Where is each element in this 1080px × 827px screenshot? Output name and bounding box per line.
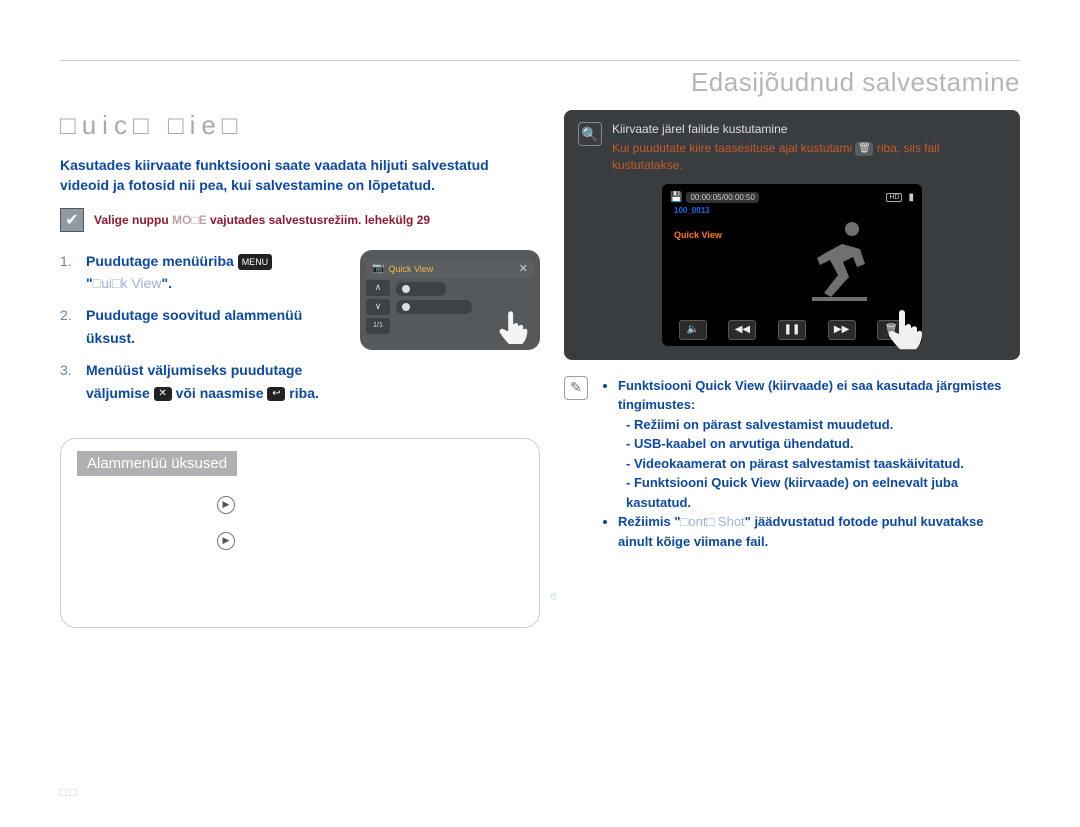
step-3: 3. Menüüst väljumiseks puudutage väljumi… — [60, 359, 350, 404]
down-button: ∨ — [366, 299, 390, 315]
play-circle-icon: ▶ — [217, 496, 235, 514]
submenu-card: Alammenüü üksused ▶ ▶ — [60, 438, 540, 628]
submenu-play-icons: ▶ ▶ — [217, 496, 523, 550]
player-top-bar: 💾 00:00:05/00:00:50 HD ▮ — [670, 190, 914, 206]
rewind-button: ◀◀ — [728, 320, 756, 340]
option-row-2 — [396, 300, 472, 314]
right-column: 🔍 Kiirvaate järel failide kustutamine Ku… — [564, 110, 1020, 628]
pause-button: ❚❚ — [778, 320, 806, 340]
step3-c: riba. — [285, 385, 318, 401]
intro-text: Kasutades kiirvaate funktsiooni saate va… — [60, 155, 540, 196]
step-num: 1. — [60, 250, 78, 295]
storage-icon: 💾 — [670, 192, 682, 203]
checkmark-icon: ✔ — [60, 208, 84, 232]
trash-icon: 🗑 — [855, 142, 873, 156]
note-bullet-2: Režiimis "□ont□ Shot" jäädvustatud fotod… — [618, 512, 1020, 551]
note-dash-item: Režiimi on pärast salvestamist muudetud. — [626, 415, 1020, 435]
close-icon: ✕ — [154, 387, 172, 401]
page-number: □□ — [60, 785, 79, 799]
dark-sub-a: Kui puudutate kiire taasesituse ajal kus… — [612, 141, 852, 155]
scroll-indicator: 1/1 — [366, 318, 390, 334]
close-icon: ✕ — [519, 262, 528, 275]
left-column: □uic□ □ie□ Kasutades kiirvaate funktsioo… — [60, 110, 540, 628]
section-title: □uic□ □ie□ — [60, 110, 540, 141]
dark-subtext: Kui puudutate kiire taasesituse ajal kus… — [612, 140, 1006, 174]
volume-button: 🔈 — [679, 320, 707, 340]
play-icon — [402, 303, 410, 311]
forward-button: ▶▶ — [828, 320, 856, 340]
note-dash-list: Režiimi on pärast salvestamist muudetud.… — [598, 415, 1020, 513]
dark-info-panel: 🔍 Kiirvaate järel failide kustutamine Ku… — [564, 110, 1020, 360]
player-qv-label: Quick View — [674, 230, 722, 240]
skater-silhouette — [782, 212, 902, 312]
note-dash-item: USB-kaabel on arvutiga ühendatud. — [626, 434, 1020, 454]
bg-watermark-char: e — [550, 588, 558, 603]
player-preview: 💾 00:00:05/00:00:50 HD ▮ 100_0013 Quick … — [662, 184, 922, 346]
step1-a: Puudutage menüüriba — [86, 253, 234, 269]
precheck-prefix: Valige nuppu — [94, 213, 172, 227]
camera-icon: 📷 — [372, 263, 384, 274]
step1-qv: □ui□k View — [93, 275, 162, 291]
note2-mode: □ont□ Shot — [681, 514, 745, 529]
notes-body: Funktsiooni Quick View (kiirvaade) ei sa… — [598, 376, 1020, 552]
menu-chip: MENU — [238, 254, 273, 270]
return-icon: ↩ — [267, 387, 285, 401]
page: Edasijõudnud salvestamine □uic□ □ie□ Kas… — [0, 0, 1080, 827]
player-time: 00:00:05/00:00:50 — [686, 192, 759, 203]
step-num: 2. — [60, 304, 78, 349]
dark-panel-text: Kiirvaate järel failide kustutamine Kui … — [612, 122, 1006, 174]
note2-a: Režiimis " — [618, 514, 681, 529]
dark-panel-header: 🔍 Kiirvaate järel failide kustutamine Ku… — [578, 122, 1006, 174]
header-title: Edasijõudnud salvestamine — [60, 67, 1020, 98]
menu-screenshot: 📷 Quick View ✕ ∧ ∨ 1/1 — [360, 250, 540, 350]
radio-off-icon — [402, 285, 410, 293]
screenshot-titlebar: 📷 Quick View ✕ — [366, 260, 534, 278]
step1-b: " — [86, 275, 93, 291]
hd-icon: HD — [886, 193, 902, 202]
step-2: 2. Puudutage soovitud alammenüü üksust. — [60, 304, 350, 349]
screenshot-nav-buttons: ∧ ∨ 1/1 — [366, 280, 392, 337]
step-num: 3. — [60, 359, 78, 404]
steps-list: 1. Puudutage menüüriba MENU "□ui□k View"… — [60, 250, 350, 414]
step-1: 1. Puudutage menüüriba MENU "□ui□k View"… — [60, 250, 350, 295]
play-circle-icon: ▶ — [217, 532, 235, 550]
precheck-suffix: vajutades salvestusrežiim. lehekülg 29 — [207, 213, 430, 227]
content-columns: □uic□ □ie□ Kasutades kiirvaate funktsioo… — [60, 110, 1020, 628]
header-rule — [60, 60, 1020, 61]
notes-row: ✎ Funktsiooni Quick View (kiirvaade) ei … — [564, 376, 1020, 552]
step1-c: ". — [161, 275, 172, 291]
precheck-mode: MO□E — [172, 213, 207, 227]
touch-hand-icon — [882, 306, 930, 354]
option-row-1 — [396, 282, 446, 296]
steps-and-image: 1. Puudutage menüüriba MENU "□ui□k View"… — [60, 250, 540, 414]
step-text: Puudutage menüüriba MENU "□ui□k View". — [86, 250, 272, 295]
touch-hand-icon — [494, 308, 534, 348]
note-bullet-1: Funktsiooni Quick View (kiirvaade) ei sa… — [618, 376, 1020, 415]
battery-icon: ▮ — [908, 192, 914, 203]
player-filename: 100_0013 — [674, 206, 710, 215]
note-lead: Funktsiooni Quick View (kiirvaade) ei sa… — [618, 378, 1001, 413]
screenshot-qv-label: Quick View — [388, 264, 433, 274]
precheck-text: Valige nuppu MO□E vajutades salvestusrež… — [94, 208, 430, 229]
step-text: Puudutage soovitud alammenüü üksust. — [86, 304, 350, 349]
precheck-row: ✔ Valige nuppu MO□E vajutades salvestusr… — [60, 208, 540, 232]
up-button: ∧ — [366, 280, 390, 296]
magnifier-icon: 🔍 — [578, 122, 602, 146]
dark-heading: Kiirvaate järel failide kustutamine — [612, 122, 1006, 136]
pencil-note-icon: ✎ — [564, 376, 588, 400]
note-dash-item: Videokaamerat on pärast salvestamist taa… — [626, 454, 1020, 474]
submenu-title: Alammenüü üksused — [77, 451, 237, 476]
note-dash-item: Funktsiooni Quick View (kiirvaade) on ee… — [626, 473, 1020, 512]
step-text: Menüüst väljumiseks puudutage väljumise … — [86, 359, 350, 404]
step3-b: või naasmise — [172, 385, 268, 401]
